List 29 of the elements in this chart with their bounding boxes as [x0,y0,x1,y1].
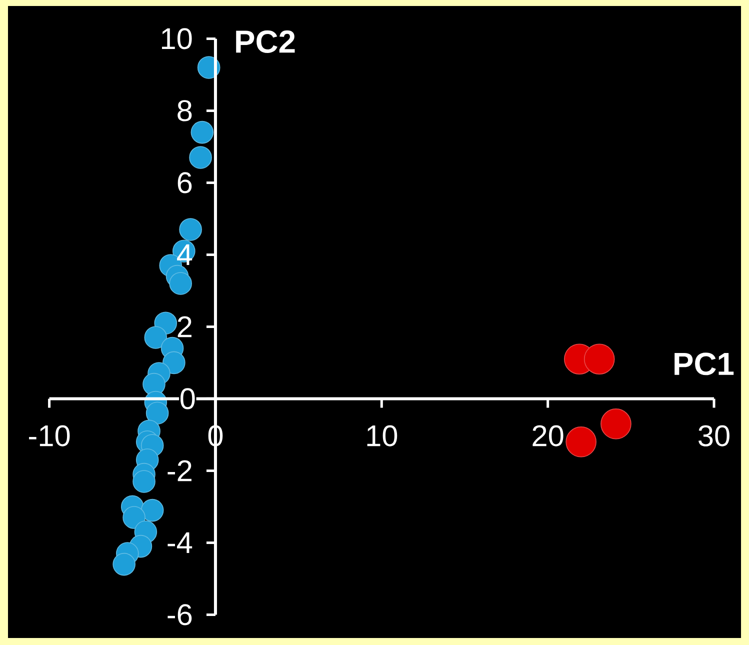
point [162,351,186,374]
y-tick-label: -4 [168,532,192,553]
x-tick-label: -10 [29,425,70,446]
y-tick-label: 8 [178,100,192,122]
point [140,498,164,522]
y-tick-label: 0 [180,388,195,410]
y-axis-title: PC2 [236,30,295,53]
point [122,506,146,529]
point [566,426,596,458]
point [144,326,168,349]
y-tick-label: -6 [168,604,192,626]
point [179,218,202,241]
x-tick-label: 30 [698,425,730,446]
y-tick-label: 10 [162,28,192,50]
y-tick-label: 6 [178,172,192,194]
x-axis-title: PC1 [674,352,734,376]
point [169,272,192,295]
point [189,146,212,169]
point [600,408,632,440]
x-tick-label: 10 [367,425,398,446]
point [584,344,615,374]
y-tick-label: 4 [177,244,192,265]
y-tick-label: -2 [168,460,192,482]
point [132,470,156,493]
point [112,552,136,576]
x-tick-label: 20 [532,425,564,446]
point [146,402,169,424]
point [190,120,214,144]
y-tick-label: 2 [178,316,192,338]
